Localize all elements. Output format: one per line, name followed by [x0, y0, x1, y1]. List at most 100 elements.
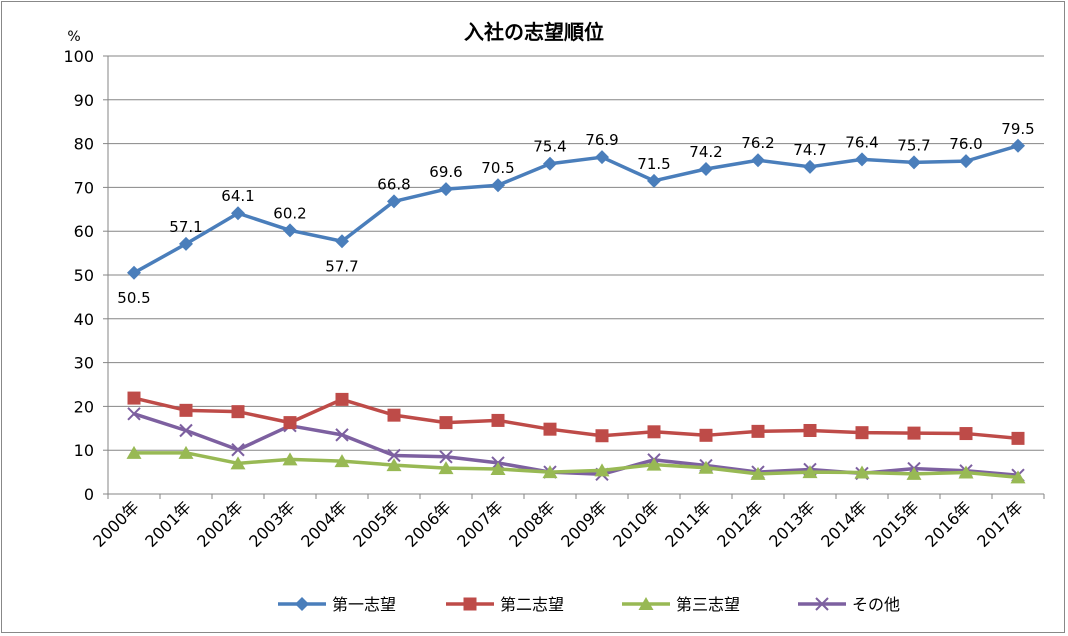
diamond-marker	[387, 194, 401, 209]
x-marker-stroke	[387, 448, 401, 463]
axes	[103, 55, 1045, 499]
x-marker	[387, 448, 401, 463]
square-marker	[1011, 431, 1025, 445]
x-marker-stroke	[335, 428, 349, 442]
legend: 第一志望 第二志望 第三志望 その他	[278, 595, 900, 614]
data-label: 64.1	[221, 187, 254, 205]
x-tick-label: 2015年	[869, 497, 923, 551]
x-tick-label: 2008年	[505, 497, 559, 551]
x-marker-stroke	[815, 597, 829, 611]
triangle-marker	[490, 462, 506, 476]
triangle-marker	[646, 457, 662, 471]
y-tick-label: 0	[84, 485, 94, 504]
data-label: 76.4	[845, 133, 878, 151]
square-marker	[907, 426, 921, 440]
data-label: 69.6	[429, 163, 462, 181]
data-label: 76.9	[585, 131, 618, 149]
square-marker	[647, 425, 661, 439]
legend-label: 第三志望	[676, 595, 740, 614]
data-label: 75.7	[897, 136, 930, 154]
x-tick-label: 2011年	[661, 497, 715, 551]
triangle-marker	[854, 465, 870, 479]
diamond-marker	[855, 152, 869, 167]
diamond-marker	[803, 159, 817, 174]
series-line	[133, 396, 1019, 441]
triangle-marker	[438, 461, 454, 475]
square-marker	[335, 392, 349, 406]
square-marker	[595, 429, 609, 443]
data-label: 71.5	[637, 155, 670, 173]
square-marker	[803, 423, 817, 437]
series-line	[133, 412, 1019, 477]
data-label: 60.2	[273, 204, 306, 222]
data-label: 50.5	[117, 289, 150, 307]
square-marker	[463, 597, 477, 611]
triangle-marker	[698, 460, 714, 474]
diamond-marker	[907, 155, 921, 170]
diamond-marker	[1011, 138, 1025, 153]
x-marker-stroke	[127, 407, 141, 421]
diamond-marker	[543, 156, 557, 171]
legend-item-1: 第一志望	[278, 595, 396, 614]
legend-label: 第一志望	[332, 595, 396, 614]
y-axis-unit-label: %	[67, 29, 80, 45]
square-marker	[283, 416, 297, 430]
series-line	[133, 144, 1019, 275]
x-axis-tick-labels: 2000年2001年2002年2003年2004年2005年2006年2007年…	[89, 497, 1027, 551]
legend-item-3: 第三志望	[622, 595, 740, 614]
data-label: 79.5	[1001, 120, 1034, 138]
triangle-marker	[638, 597, 654, 610]
y-tick-label: 90	[74, 91, 94, 110]
data-label: 76.0	[949, 135, 982, 153]
legend-label: 第二志望	[500, 595, 564, 614]
x-marker	[335, 428, 349, 442]
x-tick-label: 2005年	[349, 497, 403, 551]
diamond-marker	[595, 150, 609, 165]
y-axis-tick-labels: 0 10 20 30 40 50 60 70 80 90 100	[63, 47, 94, 504]
triangle-marker	[282, 452, 298, 466]
x-tick-label: 2014年	[817, 497, 871, 551]
square-marker	[855, 426, 869, 440]
x-marker	[179, 423, 193, 438]
diamond-marker	[491, 178, 505, 193]
data-label: 74.2	[689, 143, 722, 161]
x-tick-label: 2007年	[453, 497, 507, 551]
square-marker	[699, 428, 713, 442]
diamond-marker	[283, 223, 297, 238]
series-1	[127, 138, 1025, 280]
triangle-marker	[802, 465, 818, 479]
x-tick-label: 2004年	[297, 497, 351, 551]
x-marker	[439, 450, 453, 464]
x-tick-label: 2009年	[557, 497, 611, 551]
y-tick-label: 50	[74, 266, 94, 285]
x-tick-label: 2002年	[193, 497, 247, 551]
square-marker	[751, 424, 765, 438]
diamond-marker	[439, 182, 453, 197]
square-marker	[127, 391, 141, 405]
diamond-marker	[179, 236, 193, 251]
data-label: 76.2	[741, 134, 774, 152]
x-tick-label: 2016年	[921, 497, 975, 551]
series-line	[134, 451, 1019, 480]
square-marker	[491, 413, 505, 427]
series-3	[126, 445, 1026, 484]
square-marker	[387, 408, 401, 422]
y-tick-label: 70	[74, 178, 94, 197]
x-tick-label: 2013年	[765, 497, 819, 551]
y-tick-label: 30	[74, 354, 94, 373]
chart-title: 入社の志望順位	[464, 20, 604, 44]
diamond-marker	[127, 265, 141, 280]
diamond-marker	[231, 206, 245, 221]
x-marker	[231, 443, 245, 457]
triangle-marker	[334, 454, 350, 468]
square-marker	[959, 427, 973, 441]
triangle-marker	[230, 456, 246, 470]
data-label: 57.1	[169, 218, 202, 236]
triangle-marker	[594, 463, 610, 477]
gridlines	[108, 55, 1044, 451]
square-marker	[179, 403, 193, 417]
x-tick-label: 2017年	[973, 497, 1027, 551]
triangle-marker	[178, 445, 194, 459]
